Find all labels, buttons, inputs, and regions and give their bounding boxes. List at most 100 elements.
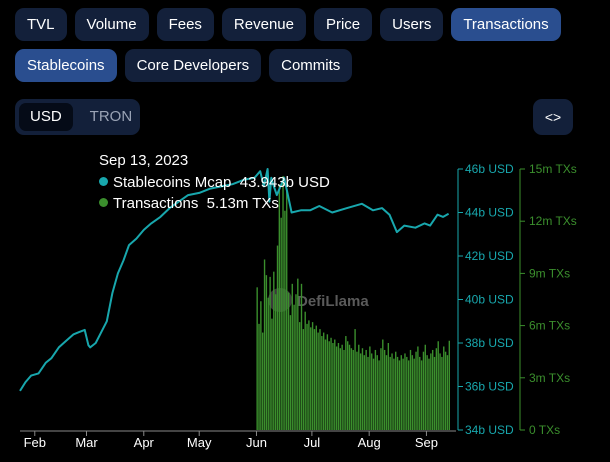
transactions-bar <box>319 329 321 430</box>
transactions-bar <box>385 355 388 430</box>
tab-tvl[interactable]: TVL <box>15 8 67 41</box>
transactions-bar <box>330 337 332 430</box>
tab-price[interactable]: Price <box>313 8 373 41</box>
transactions-bar <box>424 344 426 430</box>
x-tick-label: Aug <box>358 435 381 450</box>
transactions-bar <box>328 341 330 430</box>
transactions-bar <box>419 356 421 430</box>
transactions-bar <box>376 355 378 430</box>
transactions-bar <box>365 349 367 430</box>
currency-usd-button[interactable]: USD <box>19 103 73 131</box>
transactions-bar <box>306 323 308 430</box>
y-right-tick-label: 9m TXs <box>529 266 570 280</box>
transactions-bar <box>341 344 343 430</box>
x-tick-label: Jun <box>246 435 267 450</box>
tab-core-developers[interactable]: Core Developers <box>124 49 262 82</box>
transactions-bar <box>348 344 351 430</box>
y-left-tick-label: 46b USD <box>465 162 514 176</box>
transactions-bar <box>289 315 292 430</box>
transactions-bar <box>433 356 436 430</box>
y-right-tick-label: 0 TXs <box>529 423 560 437</box>
tooltip-date: Sep 13, 2023 <box>99 152 189 169</box>
x-tick-label: Mar <box>75 435 98 450</box>
transactions-bar <box>422 351 425 430</box>
transactions-bars <box>256 175 450 430</box>
tab-stablecoins[interactable]: Stablecoins <box>15 49 117 82</box>
transactions-bar <box>443 346 445 430</box>
transactions-bar <box>380 348 382 430</box>
transactions-bar <box>391 353 393 430</box>
x-tick-label: Apr <box>134 435 155 450</box>
transactions-bar <box>361 348 364 430</box>
transactions-bar <box>354 329 356 430</box>
transactions-bar <box>448 340 450 430</box>
transactions-bar <box>286 188 288 430</box>
transactions-bar <box>395 351 397 430</box>
transactions-bar <box>332 343 334 430</box>
transactions-bar <box>284 210 286 430</box>
transactions-bar <box>274 294 277 430</box>
transactions-bar <box>260 301 262 430</box>
transactions-bar <box>258 323 260 430</box>
transactions-bar <box>302 329 305 430</box>
transactions-bar <box>287 292 290 430</box>
transactions-bar <box>324 339 327 430</box>
embed-code-button[interactable]: <> <box>533 99 573 135</box>
tab-revenue[interactable]: Revenue <box>221 8 306 41</box>
transactions-bar <box>337 343 340 430</box>
transactions-bar <box>310 327 312 430</box>
tab-volume[interactable]: Volume <box>74 8 149 41</box>
currency-tron-button[interactable]: TRON <box>89 108 133 125</box>
mcap-line <box>19 168 450 392</box>
tooltip-mcap-label: Stablecoins Mcap <box>113 174 232 191</box>
transactions-bar <box>297 278 299 430</box>
transactions-bar <box>387 343 390 430</box>
transactions-bar <box>435 348 438 430</box>
tooltip-transactions-value: 5.13m TXs <box>206 195 279 212</box>
transactions-bar <box>417 346 419 430</box>
y-right-tick-label: 15m TXs <box>529 162 577 176</box>
transactions-bar <box>415 351 417 430</box>
transactions-bar <box>291 283 293 430</box>
transactions-bar <box>308 320 310 430</box>
transactions-bar <box>315 325 317 430</box>
tab-fees[interactable]: Fees <box>156 8 214 41</box>
transactions-bar <box>282 175 284 430</box>
transactions-bar <box>347 341 349 430</box>
transactions-bar <box>413 358 415 430</box>
transactions-bar <box>428 358 430 430</box>
y-left-tick-label: 34b USD <box>465 423 514 437</box>
y-left-tick-label: 44b USD <box>465 206 514 220</box>
transactions-bar <box>369 346 371 430</box>
tab-users[interactable]: Users <box>380 8 444 41</box>
transactions-bar <box>389 356 391 430</box>
tooltip-mcap-value: 43.943b USD <box>239 174 330 191</box>
transactions-bar <box>420 360 423 430</box>
transactions-bar <box>396 356 399 430</box>
transactions-bar <box>363 355 366 430</box>
transactions-bar <box>339 348 341 430</box>
transactions-bar <box>334 339 336 430</box>
transactions-bar <box>444 351 447 430</box>
transactions-bar <box>352 349 354 430</box>
transactions-bar <box>393 358 395 430</box>
transactions-bar <box>374 349 377 430</box>
transactions-bar <box>407 360 410 430</box>
y-left-tick-label: 36b USD <box>465 380 514 394</box>
transactions-bar <box>343 349 345 430</box>
transactions-bar <box>335 346 338 430</box>
transactions-bar <box>304 311 306 430</box>
x-tick-label: Sep <box>415 435 438 450</box>
x-tick-label: Jul <box>304 435 321 450</box>
transactions-bar <box>267 297 269 430</box>
transactions-bar <box>446 355 449 430</box>
tab-commits[interactable]: Commits <box>269 49 353 82</box>
transactions-bar <box>371 353 373 430</box>
metric-tabs-row-1: TVL Volume Fees Revenue Price Users Transactio… <box>15 8 561 41</box>
axes: Feb Mar Apr May Jun Jul Aug Sep 34b USD 36b USD 38… <box>20 162 577 450</box>
code-icon: <> <box>544 109 562 125</box>
transactions-bar <box>359 353 362 430</box>
transactions-bar <box>400 355 402 430</box>
tab-transactions[interactable]: Transactions <box>451 8 561 41</box>
